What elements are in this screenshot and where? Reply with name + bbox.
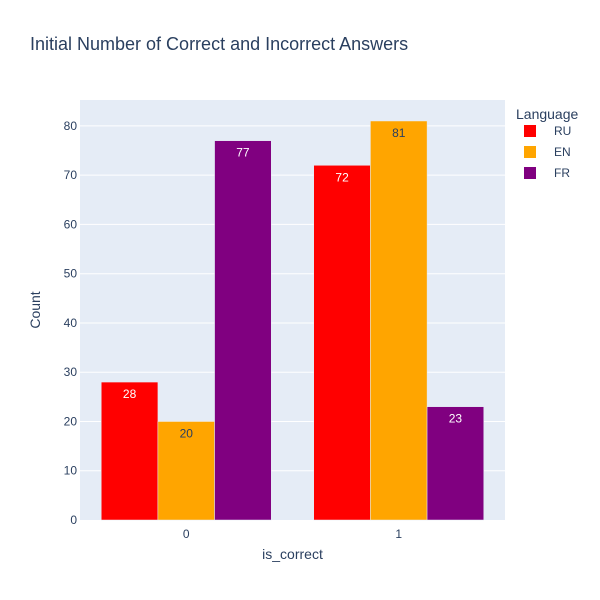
bar-label: 81 [392, 126, 406, 140]
bar-label: 77 [236, 146, 250, 160]
y-tick-label: 10 [64, 464, 78, 478]
y-tick-label: 70 [64, 168, 78, 182]
legend-item-en[interactable]: EN [524, 145, 571, 159]
legend-swatch [524, 146, 536, 158]
bar-label: 23 [449, 412, 463, 426]
bar-fr-0[interactable] [214, 140, 272, 521]
bar-labels: 28 20 77 72 81 23 [123, 126, 463, 440]
y-tick-label: 80 [64, 119, 78, 133]
legend-item-ru[interactable]: RU [524, 124, 571, 138]
x-tick-label: 1 [395, 527, 402, 541]
legend-label: RU [554, 124, 572, 138]
bar-ru-0[interactable] [101, 381, 159, 521]
y-tick-label: 40 [64, 316, 78, 330]
legend-item-fr[interactable]: FR [524, 166, 570, 180]
legend-swatch [524, 167, 536, 179]
y-tick-label: 20 [64, 414, 78, 428]
legend-swatch [524, 125, 536, 137]
legend-title: Language [516, 106, 579, 122]
bars [101, 120, 485, 521]
y-axis-ticks: 0 10 20 30 40 50 60 70 80 [64, 119, 78, 527]
bar-fr-1[interactable] [426, 406, 485, 521]
chart-title: Initial Number of Correct and Incorrect … [30, 34, 409, 54]
legend-label: FR [554, 166, 570, 180]
bar-en-0[interactable] [157, 421, 215, 521]
x-axis-label: is_correct [262, 546, 323, 562]
bar-label: 28 [123, 387, 137, 401]
bar-label: 72 [335, 170, 349, 184]
bar-ru-1[interactable] [313, 165, 371, 521]
bar-label: 20 [180, 426, 194, 440]
x-tick-label: 0 [183, 527, 190, 541]
legend-label: EN [554, 145, 571, 159]
y-tick-label: 50 [64, 267, 78, 281]
y-tick-label: 60 [64, 217, 78, 231]
y-tick-label: 30 [64, 365, 78, 379]
bar-en-1[interactable] [370, 120, 428, 521]
y-axis-label: Count [27, 291, 43, 328]
y-tick-label: 0 [70, 513, 77, 527]
